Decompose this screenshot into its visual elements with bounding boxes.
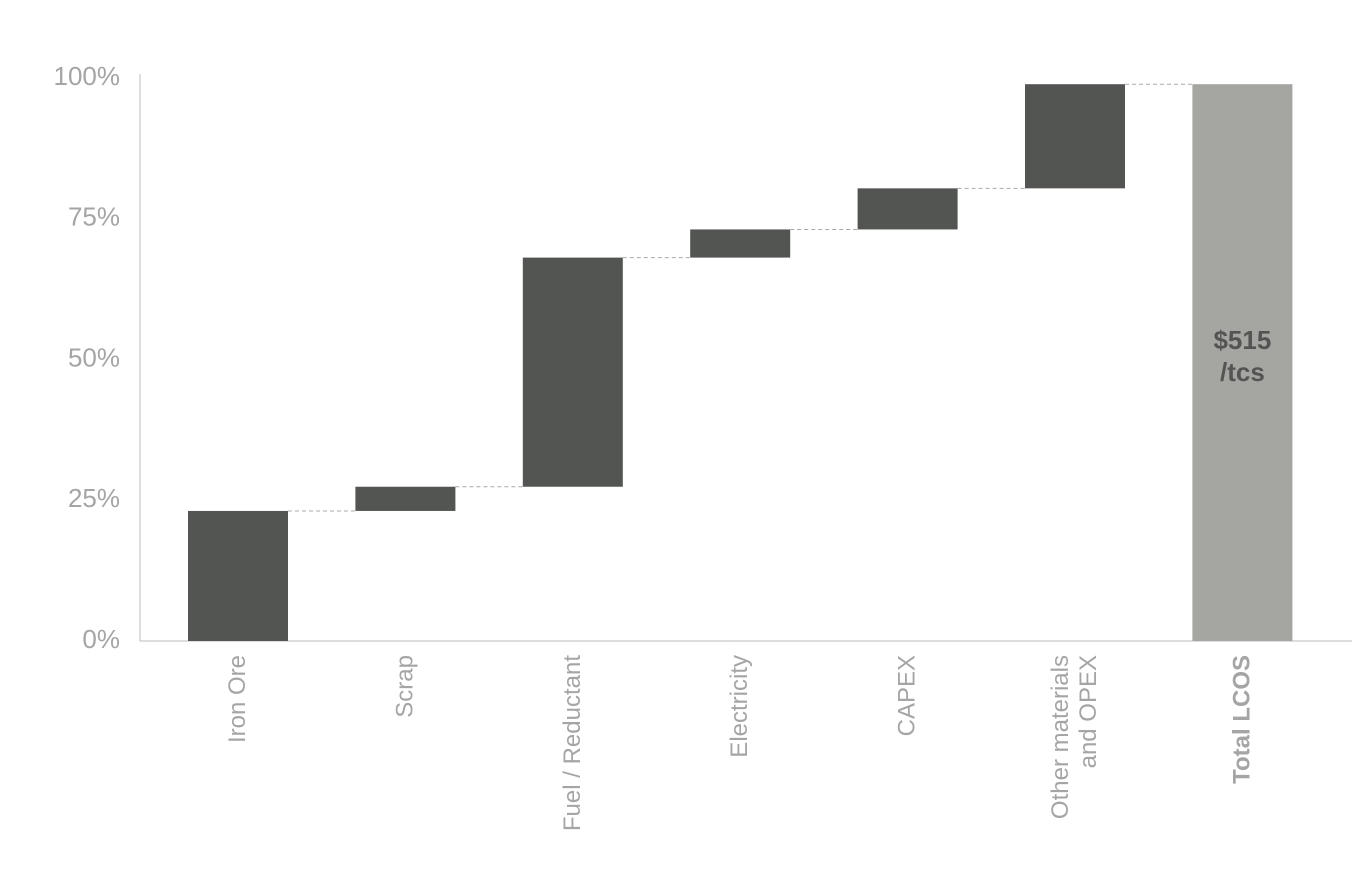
total-label: /tcs	[1220, 357, 1265, 387]
bar	[522, 257, 623, 487]
x-tick-label: CAPEX	[893, 655, 921, 737]
x-tick-label: Other materials and OPEX	[1047, 655, 1102, 820]
y-tick-label: 50%	[68, 342, 120, 372]
x-tick-label: Total LCOS	[1228, 655, 1256, 784]
total-bar	[1192, 84, 1293, 642]
x-tick-label: Iron Ore	[224, 655, 251, 744]
total-label: $515	[1213, 325, 1271, 355]
y-tick-label: 0%	[82, 624, 120, 654]
x-tick-label: Fuel / Reductant	[558, 655, 586, 832]
bar	[188, 510, 288, 641]
bar	[1025, 84, 1125, 189]
y-tick-label: 25%	[68, 483, 120, 513]
bar	[690, 229, 791, 258]
bar	[355, 486, 456, 511]
x-tick-label: Scrap	[391, 655, 419, 718]
x-tick-label: Electricity	[726, 655, 754, 758]
bar	[857, 188, 958, 230]
y-tick-label: 100%	[54, 61, 121, 91]
y-tick-label: 75%	[68, 202, 120, 232]
